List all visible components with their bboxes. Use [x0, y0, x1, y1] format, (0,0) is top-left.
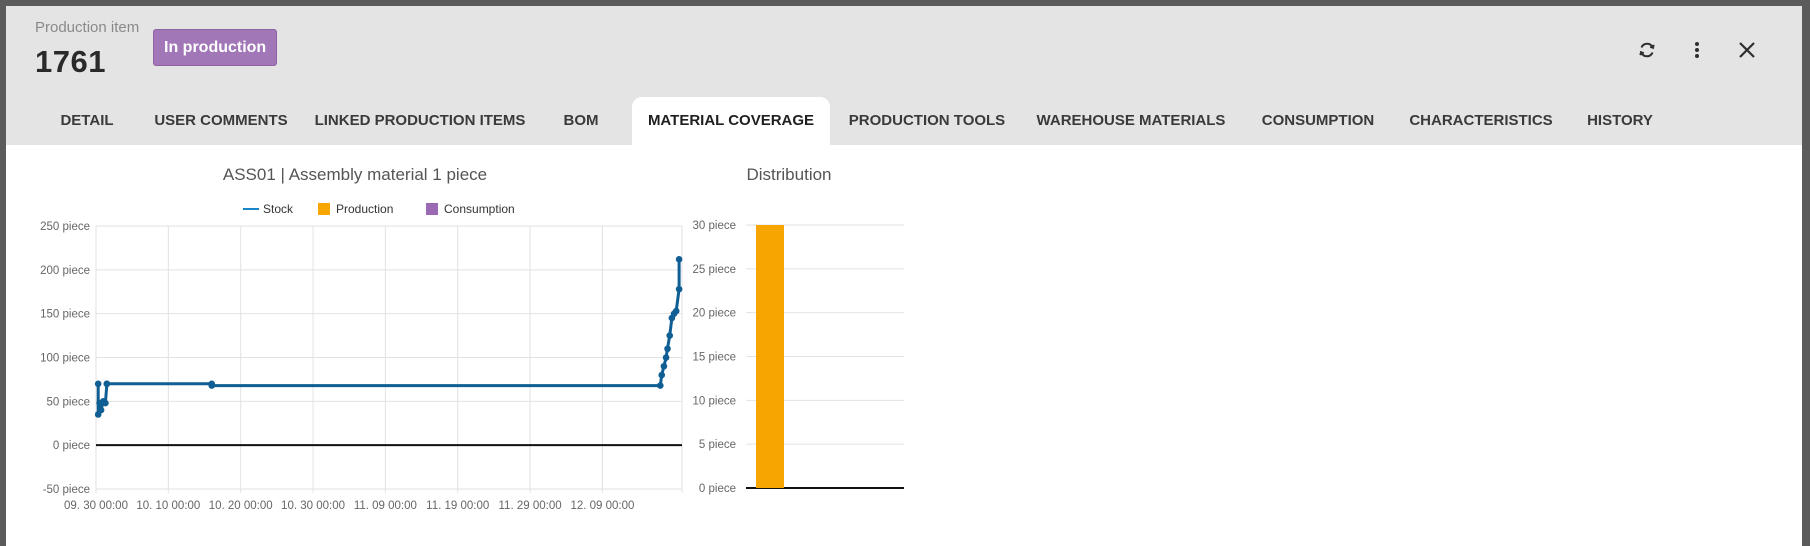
tab-detail[interactable]: DETAIL	[60, 112, 114, 129]
status-badge: In production	[153, 29, 278, 66]
material-coverage-panel: ASS01 | Assembly material 1 piece Stock P…	[6, 145, 1802, 546]
tab-bom[interactable]: BOM	[563, 112, 599, 129]
distribution-bar-production	[756, 225, 784, 488]
legend-label-consumption: Consumption	[444, 202, 515, 216]
production-item-dialog: Production item 1761 In production	[6, 6, 1802, 546]
stock-point	[675, 285, 683, 293]
stock-point	[656, 382, 664, 389]
item-id: 1761	[35, 44, 106, 79]
stock-point	[660, 362, 668, 370]
stock-series	[94, 256, 683, 418]
stock-point	[664, 345, 671, 353]
refresh-button[interactable]	[1629, 34, 1665, 70]
tab-linked-production-items[interactable]: LINKED PRODUCTION ITEMS	[314, 112, 526, 129]
distribution-chart-title: Distribution	[746, 165, 831, 184]
legend-swatch-production	[318, 203, 330, 215]
stock-chart-legend: Stock Production Consumption	[243, 202, 515, 216]
legend-label-stock: Stock	[263, 202, 294, 216]
stock-point	[103, 380, 111, 388]
y-tick-label: 20 piece	[693, 308, 736, 320]
tab-user-comments[interactable]: USER COMMENTS	[154, 112, 288, 129]
stock-point	[675, 256, 683, 263]
distribution-chart: Distribution 30 piece 25 piece 20 piece 15 …	[693, 165, 904, 495]
x-tick-label: 09. 30 00:00	[64, 500, 128, 512]
y-tick-label: 50 piece	[47, 396, 90, 408]
stock-point	[672, 307, 680, 315]
y-tick-label: 5 piece	[699, 439, 736, 451]
distribution-chart-y-axis: 30 piece 25 piece 20 piece 15 piece 10 piece…	[693, 220, 736, 495]
refresh-icon	[1637, 40, 1657, 65]
stock-point	[94, 380, 102, 388]
item-caption: Production item	[35, 19, 140, 36]
more-vertical-icon	[1687, 40, 1707, 65]
stock-point	[208, 382, 216, 389]
y-tick-label: 15 piece	[693, 352, 736, 364]
stock-point	[102, 399, 109, 407]
stock-chart-x-axis: 09. 30 00:00 10. 10 00:00 10. 20 00:00 10. …	[64, 500, 634, 512]
dialog-header: Production item 1761 In production	[6, 6, 1802, 145]
y-tick-label: 10 piece	[693, 395, 736, 407]
y-tick-label: 0 piece	[699, 483, 736, 495]
tab-characteristics[interactable]: CHARACTERISTICS	[1409, 112, 1553, 129]
stock-line	[96, 259, 681, 415]
x-tick-label: 11. 19 00:00	[426, 500, 489, 512]
x-tick-label: 11. 09 00:00	[354, 500, 417, 512]
distribution-bars	[756, 225, 784, 488]
stock-chart-grid	[95, 225, 683, 493]
stock-point	[662, 354, 670, 361]
tab-warehouse-materials[interactable]: WAREHOUSE MATERIALS	[1036, 112, 1226, 129]
stock-chart: ASS01 | Assembly material 1 piece Stock P…	[40, 165, 683, 512]
y-tick-label: 100 piece	[40, 353, 90, 365]
y-tick-label: 150 piece	[40, 309, 90, 321]
close-button[interactable]	[1729, 34, 1765, 70]
close-icon	[1737, 40, 1757, 65]
tab-consumption[interactable]: CONSUMPTION	[1261, 112, 1375, 129]
stock-chart-title: ASS01 | Assembly material 1 piece	[223, 165, 487, 184]
stock-point	[666, 332, 674, 339]
stock-point	[97, 406, 105, 414]
more-options-button[interactable]	[1679, 34, 1715, 70]
tab-history[interactable]: HISTORY	[1587, 112, 1653, 129]
y-tick-label: 25 piece	[693, 264, 736, 276]
tab-production-tools[interactable]: PRODUCTION TOOLS	[848, 112, 1006, 129]
y-tick-label: -50 piece	[43, 484, 90, 496]
legend-label-production: Production	[336, 202, 393, 216]
x-tick-label: 10. 10 00:00	[136, 500, 200, 512]
y-tick-label: 0 piece	[53, 440, 90, 452]
stock-chart-y-axis: 250 piece 200 piece 150 piece 100 piece 50 p…	[40, 221, 90, 496]
y-tick-label: 250 piece	[40, 221, 90, 233]
x-tick-label: 10. 20 00:00	[209, 500, 273, 512]
tab-material-coverage[interactable]: MATERIAL COVERAGE	[632, 97, 830, 145]
x-tick-label: 10. 30 00:00	[281, 500, 345, 512]
x-tick-label: 12. 09 00:00	[570, 500, 634, 512]
charts-canvas: ASS01 | Assembly material 1 piece Stock P…	[40, 165, 904, 512]
legend-swatch-consumption	[426, 203, 438, 215]
y-tick-label: 200 piece	[40, 265, 90, 277]
y-tick-label: 30 piece	[693, 220, 736, 232]
tab-bar: DETAIL USER COMMENTS LINKED PRODUCTION I…	[6, 97, 1802, 145]
x-tick-label: 11. 29 00:00	[499, 500, 562, 512]
stock-point	[658, 371, 666, 379]
